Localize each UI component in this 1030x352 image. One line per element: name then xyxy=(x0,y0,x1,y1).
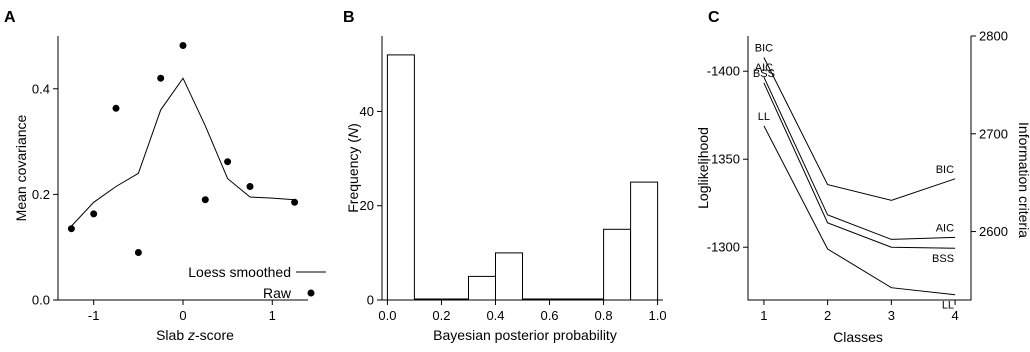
panel-a-x-tick-label: 1 xyxy=(269,308,276,323)
panel-b-y-title: Frequency (N) xyxy=(345,123,361,213)
panel-b-x-title: Bayesian posterior probability xyxy=(433,327,617,343)
panel-b-letter: B xyxy=(343,9,355,26)
panel-a-y-tick-label: 0.4 xyxy=(32,81,50,96)
raw-point xyxy=(224,158,232,166)
series-line-bss xyxy=(763,82,956,249)
panel-c-x-tick-label: 2 xyxy=(824,308,831,323)
legend-swatch-raw xyxy=(307,289,315,297)
panel-a-y-title: Mean covariance xyxy=(13,114,29,221)
panel-c-x-tick-label: 4 xyxy=(951,308,958,323)
panel-a-line xyxy=(71,77,295,227)
panel-a-axes xyxy=(57,36,308,301)
series-line-aic xyxy=(763,76,956,240)
raw-point xyxy=(201,196,209,204)
series-label-start-bss: BSS xyxy=(753,68,775,80)
panel-c-x-ticks: 1 2 3 4 xyxy=(760,300,959,323)
series-label-start-bic: BIC xyxy=(755,43,773,55)
panel-c-y-right-tick-label: 2700 xyxy=(979,126,1008,141)
panel-b-x-tick-label: 0.0 xyxy=(378,308,396,323)
panel-b-x-tick-label: 1.0 xyxy=(649,308,667,323)
panel-c-y-right-title: Information criteria xyxy=(1016,122,1030,238)
panel-b-y-tick-label: 20 xyxy=(360,198,374,213)
panel-c-y-right-tick-label: 2800 xyxy=(979,29,1008,44)
panel-b-y-ticks: 0 20 40 xyxy=(360,104,382,308)
panel-a-letter: A xyxy=(4,9,16,26)
panel-b-x-tick-label: 0.8 xyxy=(595,308,613,323)
panel-c-y-left-ticks: -1300 -1350 -1400 xyxy=(707,64,748,255)
panel-c-x-title: Classes xyxy=(833,329,883,345)
series-label-end-aic: AIC xyxy=(936,222,954,234)
panel-a-x-title: Slab z-score xyxy=(156,327,234,343)
panel-c-x-tick-label: 3 xyxy=(888,308,895,323)
loess-line xyxy=(71,77,295,227)
series-line-ll xyxy=(763,125,956,296)
series-label-start-ll: LL xyxy=(758,111,770,123)
panel-a: A -1 0 1 0.0 0.2 0.4 Slab z-score Mean covar… xyxy=(4,9,326,343)
panel-c-y-left-tick-label: -1300 xyxy=(707,240,740,255)
panel-c-y-right-tick-label: 2600 xyxy=(979,224,1008,239)
panel-a-legend: Loess smoothed Raw xyxy=(188,264,326,301)
panel-c-x-tick-label: 1 xyxy=(760,308,767,323)
series-line-bic xyxy=(763,57,956,201)
raw-point xyxy=(134,249,142,256)
panel-c-y-right-ticks: 2600 2700 2800 xyxy=(971,29,1008,239)
raw-point xyxy=(179,42,187,49)
panel-c-y-left-title: Loglikelihood xyxy=(695,127,711,209)
histogram-bar xyxy=(630,181,659,301)
panel-a-y-ticks: 0.0 0.2 0.4 xyxy=(32,81,58,308)
panel-a-x-tick-label: 0 xyxy=(179,308,186,323)
panel-a-x-tick-label: -1 xyxy=(88,308,100,323)
panel-b-y-tick-label: 40 xyxy=(360,104,374,119)
histogram-bar xyxy=(386,54,415,301)
histogram-bar xyxy=(468,275,496,301)
legend-label-raw: Raw xyxy=(263,285,292,301)
raw-point xyxy=(112,104,120,112)
panel-a-points xyxy=(67,42,299,256)
panel-b: B 0.0 0.2 0.4 0.6 0.8 1.0 0 20 40 Bayesian post… xyxy=(343,9,667,343)
panel-b-x-tick-label: 0.6 xyxy=(540,308,558,323)
histogram-bar xyxy=(603,228,632,301)
panel-b-y-tick-label: 0 xyxy=(367,293,374,308)
raw-point xyxy=(291,198,299,206)
panel-c-axes xyxy=(747,36,972,301)
panel-a-y-tick-label: 0.0 xyxy=(32,293,50,308)
panel-a-x-ticks: -1 0 1 xyxy=(88,300,276,323)
histogram-bar xyxy=(495,252,523,301)
series-label-end-bss: BSS xyxy=(932,253,954,265)
panel-c-lines xyxy=(763,57,956,296)
series-label-end-bic: BIC xyxy=(936,164,954,176)
panel-b-x-tick-label: 0.2 xyxy=(432,308,450,323)
panel-c-letter: C xyxy=(708,9,720,26)
raw-point xyxy=(246,183,254,190)
raw-point xyxy=(67,225,75,233)
series-label-start-aic: AIC xyxy=(755,62,773,74)
panel-c-y-left-tick-label: -1350 xyxy=(707,152,740,167)
panel-a-y-tick-label: 0.2 xyxy=(32,187,50,202)
panel-c-y-left-tick-label: -1400 xyxy=(707,64,740,79)
series-label-end-ll: LL xyxy=(942,300,954,312)
panel-b-x-ticks: 0.0 0.2 0.4 0.6 0.8 1.0 xyxy=(378,300,667,323)
raw-point xyxy=(157,74,165,82)
legend-label-loess: Loess smoothed xyxy=(188,264,291,280)
panel-b-x-tick-label: 0.4 xyxy=(486,308,504,323)
panel-b-bars xyxy=(386,54,659,301)
raw-point xyxy=(90,210,98,218)
